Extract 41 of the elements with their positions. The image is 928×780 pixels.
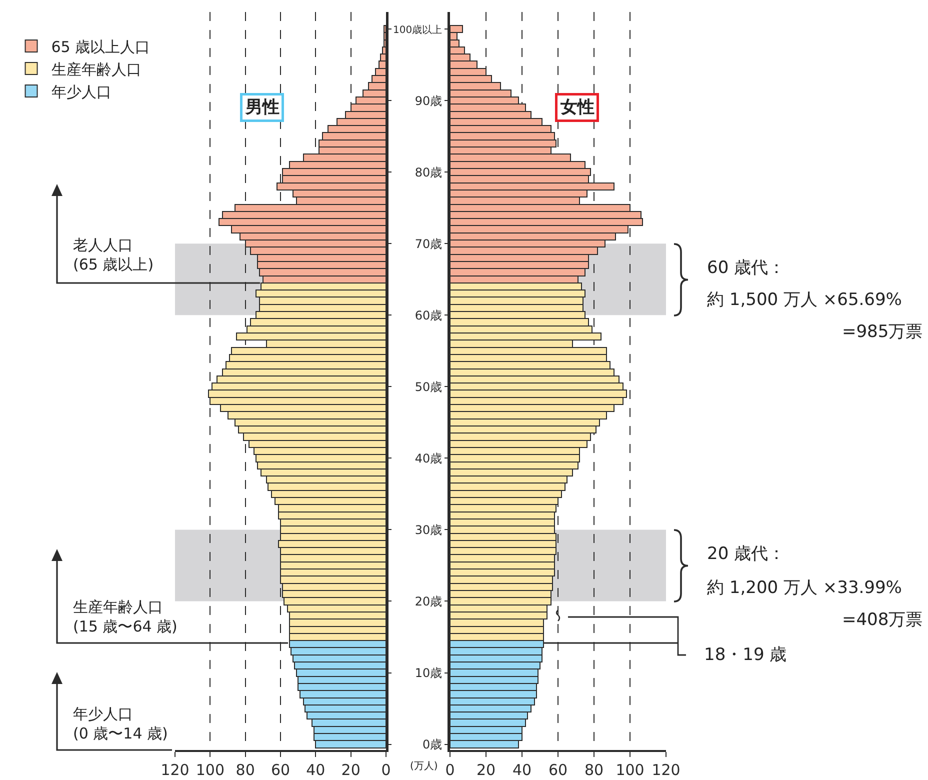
band-label: 20 歳代： bbox=[707, 544, 786, 564]
y-tick-label: 20歳 bbox=[414, 594, 442, 608]
y-tick-label: 30歳 bbox=[414, 522, 442, 537]
y-tick-label: 80歳 bbox=[414, 165, 442, 180]
text: 約 1,200 万人 ×33.99% bbox=[707, 578, 902, 598]
x-tick-label: 80 bbox=[584, 761, 604, 779]
y-tick-label: 0歳 bbox=[422, 737, 442, 752]
x-tick-label: 120 bbox=[160, 761, 190, 779]
text: (万人) bbox=[410, 761, 438, 772]
x-tick-label: 40 bbox=[512, 761, 532, 779]
legend-label: 65 歳以上人口 bbox=[51, 38, 150, 56]
x-tick-label: 20 bbox=[476, 761, 496, 779]
x-tick-label: 100 bbox=[616, 761, 644, 779]
y-tick-label: 90歳 bbox=[414, 94, 442, 108]
x-tick-label: 100 bbox=[196, 761, 224, 779]
x-tick-label: 60 bbox=[548, 761, 568, 779]
x-tick-label: 80 bbox=[236, 761, 255, 779]
band-label: 60 歳代： bbox=[707, 258, 786, 278]
text: 老人人口 (65 歳以上) bbox=[73, 236, 154, 274]
annotation: 女性 bbox=[560, 98, 594, 118]
text: 約 1,500 万人 ×65.69% bbox=[707, 290, 902, 310]
x-tick-label: 40 bbox=[306, 761, 326, 779]
y-tick-label: 50歳 bbox=[414, 380, 442, 394]
y-tick-label: 60歳 bbox=[414, 308, 442, 322]
y-tick-label: 100歳以上 bbox=[393, 24, 442, 36]
x-tick-label: 0 bbox=[445, 761, 455, 779]
legend-label: 年少人口 bbox=[51, 82, 112, 101]
x-tick-label: 60 bbox=[270, 761, 290, 779]
y-tick-label: 70歳 bbox=[414, 236, 442, 251]
text: 年少人口 (0 歳〜14 歳) bbox=[73, 705, 168, 742]
x-tick-label: 20 bbox=[341, 761, 360, 779]
y-tick-label: 40歳 bbox=[414, 451, 442, 466]
text: =985万票 bbox=[842, 322, 923, 342]
x-tick-label: 120 bbox=[652, 761, 680, 779]
legend-label: 生産年齢人口 bbox=[51, 60, 142, 78]
text: =408万票 bbox=[842, 610, 923, 630]
x-tick-label: 0 bbox=[381, 761, 391, 779]
text: 18・19 歳 bbox=[704, 645, 787, 665]
annotation: 男性 bbox=[244, 98, 280, 118]
annotation: 生産年齢人口 (15 歳〜64 歳) bbox=[73, 598, 178, 636]
y-tick-label: 10歳 bbox=[414, 666, 442, 680]
